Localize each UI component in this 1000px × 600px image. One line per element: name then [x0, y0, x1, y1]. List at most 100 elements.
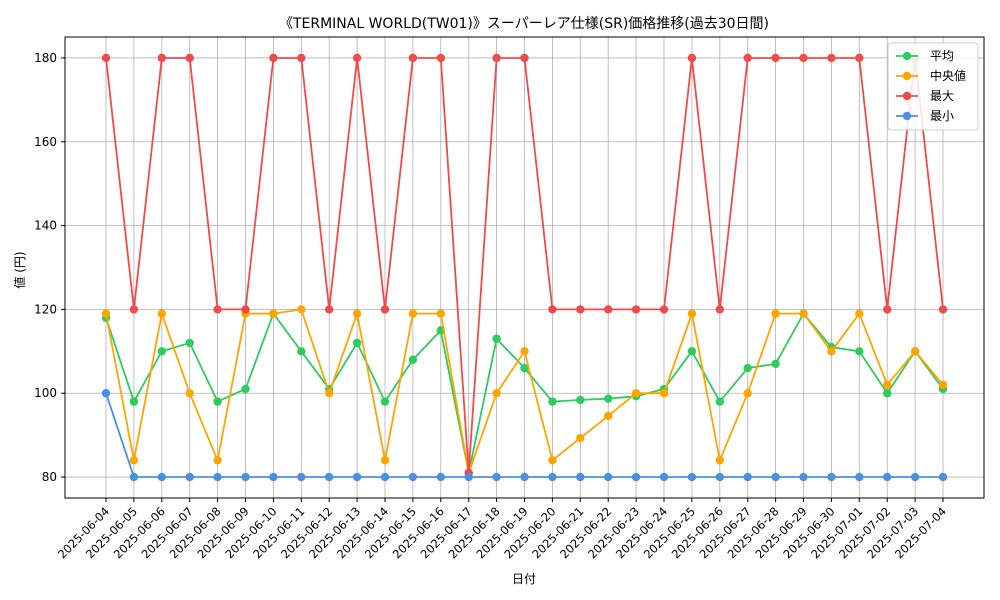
data-point [938, 380, 948, 390]
y-tick-label: 180 [34, 51, 57, 65]
data-point [380, 472, 390, 482]
data-point [101, 53, 111, 63]
data-point [715, 456, 724, 465]
data-point [687, 347, 697, 356]
data-point [855, 347, 864, 356]
x-axis-label: 日付 [512, 572, 536, 586]
data-point [213, 305, 222, 314]
data-point [855, 472, 864, 482]
data-point [185, 338, 194, 348]
data-point [855, 53, 864, 63]
data-point [687, 472, 697, 482]
data-point [883, 380, 892, 390]
y-axis-label: 値 (円) [12, 251, 27, 288]
data-point [408, 472, 418, 482]
data-point [799, 309, 808, 318]
data-point [576, 472, 585, 482]
data-point [827, 347, 836, 356]
data-point [799, 53, 808, 63]
data-point [241, 472, 250, 482]
data-point [380, 397, 390, 406]
data-point [659, 305, 669, 314]
data-point [352, 53, 362, 63]
data-point [241, 305, 250, 314]
data-point [715, 305, 724, 314]
data-point [213, 456, 222, 465]
data-point [213, 397, 222, 406]
legend-marker [902, 71, 912, 81]
legend-label: 最大 [930, 89, 954, 103]
legend-label: 中央値 [930, 68, 966, 83]
series-layer [101, 53, 948, 482]
data-point [938, 305, 948, 314]
data-point [408, 309, 418, 318]
y-tick-label: 160 [34, 135, 57, 149]
data-point [659, 472, 669, 482]
data-point [771, 53, 780, 63]
data-point [604, 305, 613, 314]
data-point [269, 472, 278, 482]
data-point [855, 309, 864, 318]
series-3 [101, 389, 948, 482]
data-point [548, 456, 557, 465]
data-point [604, 394, 613, 403]
data-point [325, 389, 334, 398]
data-point [185, 472, 194, 482]
data-point [408, 355, 418, 364]
data-point [492, 472, 501, 482]
data-point [548, 305, 557, 314]
y-tick-label: 100 [34, 386, 57, 400]
data-point [771, 309, 780, 318]
series-2 [101, 53, 948, 478]
data-point [380, 305, 390, 314]
data-point [631, 472, 641, 482]
data-point [157, 472, 166, 482]
data-point [520, 363, 529, 373]
data-point [576, 305, 585, 314]
legend-marker [902, 111, 912, 121]
data-point [352, 338, 362, 348]
data-point [297, 472, 306, 482]
data-point [297, 347, 306, 356]
series-1 [101, 305, 948, 478]
data-point [743, 363, 752, 373]
data-point [576, 433, 585, 443]
data-point [492, 334, 501, 343]
data-point [715, 397, 724, 406]
data-point [185, 389, 194, 398]
data-point [771, 359, 780, 369]
data-point [604, 411, 613, 421]
data-point [883, 305, 892, 314]
data-point [827, 472, 836, 482]
data-point [297, 305, 306, 314]
data-point [129, 397, 139, 406]
data-point [576, 395, 585, 405]
data-point [352, 472, 362, 482]
y-tick-label: 140 [34, 219, 57, 233]
data-point [436, 309, 445, 318]
data-point [520, 347, 529, 356]
data-point [743, 389, 752, 398]
data-point [492, 53, 501, 63]
grid-lines [65, 37, 984, 498]
data-point [157, 309, 166, 318]
y-tick-label: 80 [42, 470, 57, 484]
data-point [520, 472, 529, 482]
legend-label: 最小 [930, 109, 954, 123]
data-point [827, 53, 836, 63]
data-point [436, 472, 445, 482]
chart-title: 《TERMINAL WORLD(TW01)》スーパーレア仕様(SR)価格推移(過… [279, 16, 769, 32]
data-point [352, 309, 362, 318]
data-point [380, 456, 390, 465]
data-point [436, 53, 445, 63]
data-point [101, 389, 111, 398]
data-point [129, 456, 139, 465]
data-point [157, 347, 166, 356]
data-point [883, 472, 892, 482]
data-point [213, 472, 222, 482]
data-point [408, 53, 418, 63]
data-point [659, 389, 669, 398]
data-point [631, 305, 641, 314]
